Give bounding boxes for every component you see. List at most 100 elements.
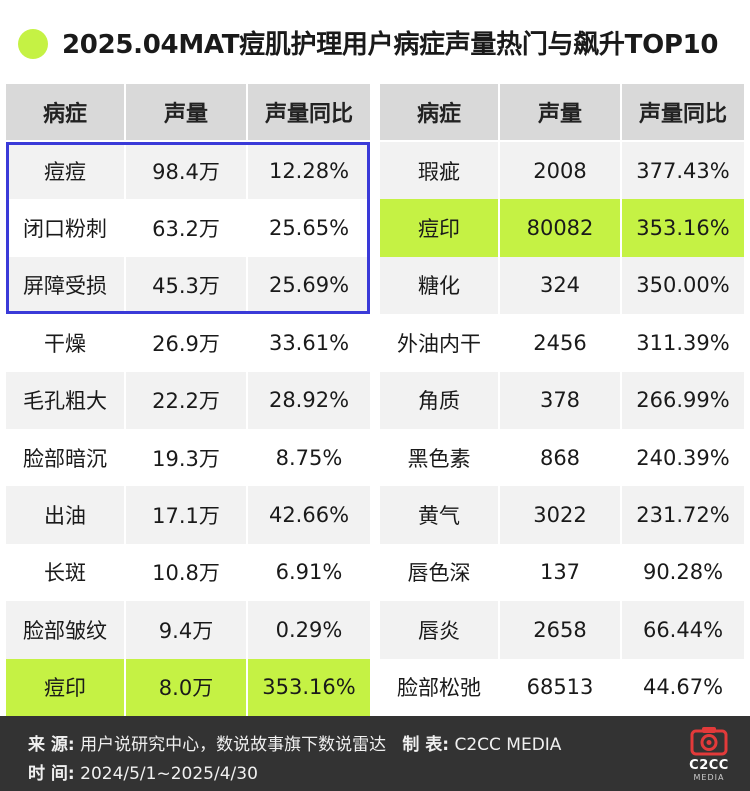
volume-cell: 137 xyxy=(500,543,622,602)
symptom-cell: 长斑 xyxy=(6,543,126,602)
column-header: 病症 xyxy=(380,84,500,140)
symptom-cell: 角质 xyxy=(380,371,500,429)
symptom-cell: 黑色素 xyxy=(380,429,500,487)
footer-source-line: 来 源: 用户说研究中心，数说故事旗下数说雷达 制 表: C2CC MEDIA xyxy=(28,730,561,755)
table-row: 脸部皱纹 9.4万 0.29% xyxy=(6,601,370,659)
table-row: 干燥 26.9万 33.61% xyxy=(6,314,370,372)
table-row: 糖化 324 350.00% xyxy=(380,256,744,315)
volume-cell: 3022 xyxy=(500,486,622,544)
yoy-cell: 6.91% xyxy=(248,543,370,602)
volume-cell: 2456 xyxy=(500,314,622,372)
symptom-cell: 出油 xyxy=(6,486,126,544)
yoy-cell: 42.66% xyxy=(248,486,370,544)
table-row: 黄气 3022 231.72% xyxy=(380,486,744,544)
table-area: 病症 声量 声量同比 痘痘 98.4万 12.28% 闭口粉刺 63.2万 25.65% 屏障受损… xyxy=(0,84,750,716)
symptom-cell: 瑕疵 xyxy=(380,142,500,200)
volume-cell: 68513 xyxy=(500,658,622,716)
table-row: 痘印 8.0万 353.16% xyxy=(6,658,370,716)
volume-cell: 17.1万 xyxy=(126,486,248,544)
table-row: 痘痘 98.4万 12.28% xyxy=(6,142,370,200)
volume-cell: 19.3万 xyxy=(126,429,248,487)
symptom-cell: 痘痘 xyxy=(6,142,126,200)
table-row: 脸部暗沉 19.3万 8.75% xyxy=(6,429,370,487)
yoy-cell: 25.65% xyxy=(248,199,370,257)
table-row: 长斑 10.8万 6.91% xyxy=(6,543,370,602)
volume-cell: 22.2万 xyxy=(126,371,248,429)
yoy-cell: 0.29% xyxy=(248,601,370,659)
symptom-cell: 脸部暗沉 xyxy=(6,429,126,487)
maker-value: C2CC MEDIA xyxy=(454,735,562,755)
yoy-cell: 66.44% xyxy=(622,601,744,659)
time-value: 2024/5/1~2025/4/30 xyxy=(80,764,258,784)
yoy-cell: 353.16% xyxy=(622,199,744,257)
symptom-cell: 闭口粉刺 xyxy=(6,199,126,257)
volume-cell: 9.4万 xyxy=(126,601,248,659)
symptom-cell: 唇炎 xyxy=(380,601,500,659)
table-row: 外油内干 2456 311.39% xyxy=(380,314,744,372)
symptom-cell: 脸部松弛 xyxy=(380,658,500,716)
source-value: 用户说研究中心，数说故事旗下数说雷达 xyxy=(80,735,387,755)
source-label: 来 源: xyxy=(28,735,75,755)
symptom-cell: 唇色深 xyxy=(380,543,500,602)
yoy-cell: 25.69% xyxy=(248,256,370,315)
table-row: 角质 378 266.99% xyxy=(380,371,744,429)
table-row: 闭口粉刺 63.2万 25.65% xyxy=(6,199,370,257)
table-row: 黑色素 868 240.39% xyxy=(380,429,744,487)
column-header: 声量同比 xyxy=(248,84,370,140)
column-header: 声量 xyxy=(126,84,248,140)
yoy-cell: 266.99% xyxy=(622,371,744,429)
volume-cell: 80082 xyxy=(500,199,622,257)
yoy-cell: 28.92% xyxy=(248,371,370,429)
table-row: 毛孔粗大 22.2万 28.92% xyxy=(6,371,370,429)
volume-cell: 98.4万 xyxy=(126,142,248,200)
volume-cell: 2658 xyxy=(500,601,622,659)
yoy-cell: 377.43% xyxy=(622,142,744,200)
volume-cell: 324 xyxy=(500,256,622,315)
table-row: 屏障受损 45.3万 25.69% xyxy=(6,256,370,315)
table-row: 瑕疵 2008 377.43% xyxy=(380,142,744,200)
logo-subtext: MEDIA xyxy=(693,773,725,782)
yoy-cell: 90.28% xyxy=(622,543,744,602)
yoy-cell: 311.39% xyxy=(622,314,744,372)
footer-time-line: 时 间: 2024/5/1~2025/4/30 xyxy=(28,759,258,784)
symptom-cell: 屏障受损 xyxy=(6,256,126,315)
page-title: 2025.04MAT痘肌护理用户病症声量热门与飙升TOP10 xyxy=(62,30,719,60)
c2cc-logo: C2CC MEDIA xyxy=(686,726,732,784)
symptom-cell: 毛孔粗大 xyxy=(6,371,126,429)
yoy-cell: 33.61% xyxy=(248,314,370,372)
table-row: 出油 17.1万 42.66% xyxy=(6,486,370,544)
symptom-cell: 干燥 xyxy=(6,314,126,372)
table-row: 脸部松弛 68513 44.67% xyxy=(380,658,744,716)
volume-cell: 8.0万 xyxy=(126,658,248,716)
symptom-cell: 黄气 xyxy=(380,486,500,544)
logo-text: C2CC xyxy=(689,758,729,773)
table-row: 唇炎 2658 66.44% xyxy=(380,601,744,659)
column-header: 声量 xyxy=(500,84,622,140)
symptom-cell: 外油内干 xyxy=(380,314,500,372)
title-bar: 2025.04MAT痘肌护理用户病症声量热门与飙升TOP10 xyxy=(0,0,750,84)
volume-cell: 26.9万 xyxy=(126,314,248,372)
maker-label: 制 表: xyxy=(402,735,450,755)
symptom-cell: 痘印 xyxy=(6,658,126,716)
symptom-cell: 痘印 xyxy=(380,199,500,257)
volume-cell: 10.8万 xyxy=(126,543,248,602)
table-header: 病症 声量 声量同比 xyxy=(380,84,744,140)
table-row: 痘印 80082 353.16% xyxy=(380,199,744,257)
yoy-cell: 353.16% xyxy=(248,658,370,716)
yoy-cell: 240.39% xyxy=(622,429,744,487)
volume-cell: 2008 xyxy=(500,142,622,200)
column-header: 声量同比 xyxy=(622,84,744,140)
yoy-cell: 231.72% xyxy=(622,486,744,544)
column-header: 病症 xyxy=(6,84,126,140)
footer: 来 源: 用户说研究中心，数说故事旗下数说雷达 制 表: C2CC MEDIA … xyxy=(0,716,750,791)
camera-icon xyxy=(690,727,728,756)
title-dot-icon xyxy=(18,29,48,59)
yoy-cell: 44.67% xyxy=(622,658,744,716)
volume-cell: 45.3万 xyxy=(126,256,248,315)
time-label: 时 间: xyxy=(28,764,75,784)
volume-cell: 378 xyxy=(500,371,622,429)
symptom-cell: 脸部皱纹 xyxy=(6,601,126,659)
volume-cell: 63.2万 xyxy=(126,199,248,257)
yoy-cell: 350.00% xyxy=(622,256,744,315)
table-header: 病症 声量 声量同比 xyxy=(6,84,370,140)
